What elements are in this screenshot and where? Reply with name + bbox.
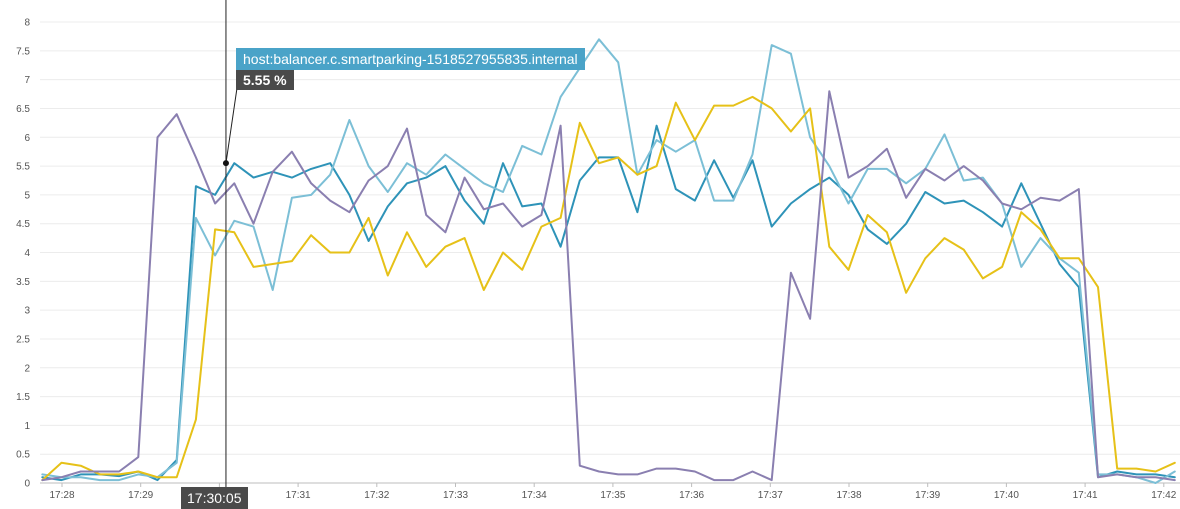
x-tick-label: 17:38 [836,490,861,501]
x-tick-label: 17:36 [679,490,704,501]
x-tick-label: 17:35 [600,490,625,501]
x-tick-label: 17:40 [994,490,1019,501]
grid-lines [40,21,1180,484]
crosshair [222,0,238,488]
hover-point [222,160,229,167]
y-tick-label: 3 [24,306,30,317]
crosshair-time-label: 17:30:05 [181,487,248,509]
series-line-4[interactable] [41,90,1176,482]
y-tick-label: 0 [24,479,30,490]
x-tick-label: 17:37 [758,490,783,501]
y-tick-label: 2 [24,363,30,374]
x-tick-label: 17:31 [286,490,311,501]
x-tick-label: 17:32 [364,490,389,501]
series-line-3[interactable] [41,95,1176,482]
y-tick-label: 1.5 [16,392,30,403]
y-tick-label: 7.5 [16,46,30,57]
y-tick-label: 4.5 [16,219,30,230]
y-tick-label: 0.5 [16,450,30,461]
x-tick-label: 17:39 [915,490,940,501]
series-line-2[interactable] [41,38,1176,484]
y-tick-label: 6 [24,133,30,144]
y-tick-label: 5 [24,190,30,201]
y-tick-label: 6.5 [16,104,30,115]
x-tick-label: 17:42 [1151,490,1176,501]
x-tick-label: 17:33 [443,490,468,501]
tooltip-leader [225,87,238,164]
y-tick-label: 8 [24,18,30,29]
tooltip-host-label: host:balancer.c.smartparking-15185279558… [236,48,585,70]
y-tick-label: 3.5 [16,277,30,288]
y-tick-label: 2.5 [16,334,30,345]
x-tick-label: 17:29 [128,490,153,501]
y-tick-label: 1 [24,421,30,432]
y-tick-label: 4 [24,248,30,259]
y-axis: 0 0.5 1 1.5 2 2.5 3 3.5 4 4.5 5 5.5 6 6.5 7 7.5 8 [16,18,30,490]
series-line-1[interactable] [41,124,1176,482]
x-axis: 17:2817:2917:3017:3117:3217:3317:3417:35… [49,483,1177,501]
tooltip-value-label: 5.55 % [236,70,294,90]
series-group [41,38,1176,484]
x-tick-label: 17:28 [49,490,74,501]
x-tick-label: 17:34 [522,490,547,501]
y-tick-label: 7 [24,75,30,86]
y-tick-label: 5.5 [16,162,30,173]
x-tick-label: 17:41 [1073,490,1098,501]
